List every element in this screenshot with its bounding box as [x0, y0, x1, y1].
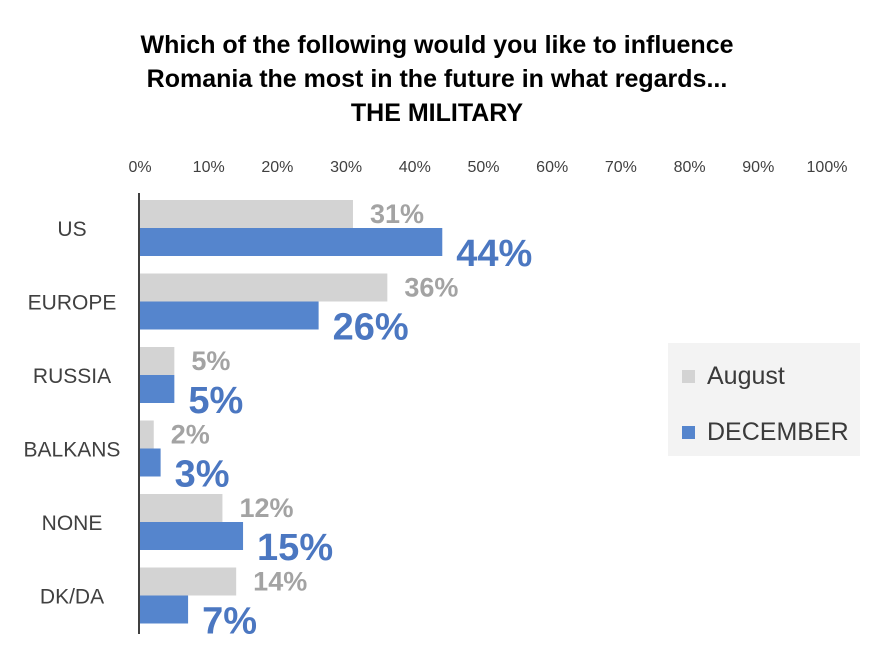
value-label-december-dk-da: 7% — [202, 601, 257, 643]
legend: August DECEMBER — [668, 343, 860, 456]
chart-title-line-2: Romania the most in the future in what r… — [146, 65, 728, 93]
category-label-dk-da: DK/DA — [40, 586, 104, 609]
bar-december-us — [140, 228, 443, 256]
legend-label-august: August — [707, 361, 785, 390]
chart-title: Which of the following would you like to… — [0, 28, 874, 130]
value-label-august-us: 31% — [370, 199, 424, 229]
x-tick-label: 60% — [536, 159, 568, 176]
value-label-december-us: 44% — [456, 233, 532, 275]
x-tick-label: 70% — [605, 159, 637, 176]
bar-december-europe — [140, 301, 319, 330]
legend-label-december: DECEMBER — [707, 417, 849, 446]
category-labels: US EUROPE RUSSIA BALKANS NONE DK/DA — [24, 218, 121, 609]
x-tick-label: 40% — [399, 159, 431, 176]
category-label-russia: RUSSIA — [33, 365, 111, 388]
bar-august-us — [140, 200, 353, 228]
value-label-august-europe: 36% — [404, 273, 458, 303]
x-tick-label: 80% — [674, 159, 706, 176]
chart-title-line-3: THE MILITARY — [350, 99, 524, 127]
value-label-december-russia: 5% — [188, 380, 243, 422]
legend-swatch-august — [682, 369, 695, 383]
x-tick-label: 50% — [467, 159, 499, 176]
bar-august-russia — [140, 347, 175, 375]
bar-december-balkans — [140, 448, 161, 477]
bars: 31%44%36%26%5%5%2%3%12%15%14%7% — [140, 199, 532, 643]
chart-title-line-1: Which of the following would you like to… — [140, 31, 734, 59]
bar-august-none — [140, 494, 223, 522]
legend-item-august: August — [682, 361, 785, 391]
value-label-august-dk-da: 14% — [253, 567, 307, 597]
x-axis-ticks: 0% 10% 20% 30% 40% 50% 60% 70% 80% 90% 100% — [128, 159, 847, 176]
bar-august-balkans — [140, 420, 154, 449]
category-label-europe: EUROPE — [28, 292, 117, 315]
bar-december-russia — [140, 375, 175, 403]
value-label-august-none: 12% — [239, 493, 293, 523]
x-tick-label: 0% — [128, 159, 151, 176]
x-tick-label: 30% — [330, 159, 362, 176]
category-label-us: US — [57, 218, 86, 241]
bar-december-none — [140, 522, 244, 550]
value-label-december-europe: 26% — [333, 307, 409, 349]
x-tick-label: 90% — [742, 159, 774, 176]
x-tick-label: 100% — [807, 159, 848, 176]
legend-swatch-december — [682, 425, 695, 439]
value-label-august-russia: 5% — [191, 346, 230, 376]
x-tick-label: 10% — [193, 159, 225, 176]
bar-december-dk-da — [140, 595, 189, 624]
bar-august-europe — [140, 273, 388, 302]
x-tick-label: 20% — [261, 159, 293, 176]
value-label-august-balkans: 2% — [171, 420, 210, 450]
value-label-december-none: 15% — [257, 527, 333, 569]
bar-august-dk-da — [140, 567, 237, 596]
legend-item-december: DECEMBER — [682, 417, 849, 447]
category-label-none: NONE — [42, 512, 103, 535]
value-label-december-balkans: 3% — [175, 454, 230, 496]
category-label-balkans: BALKANS — [24, 439, 121, 462]
